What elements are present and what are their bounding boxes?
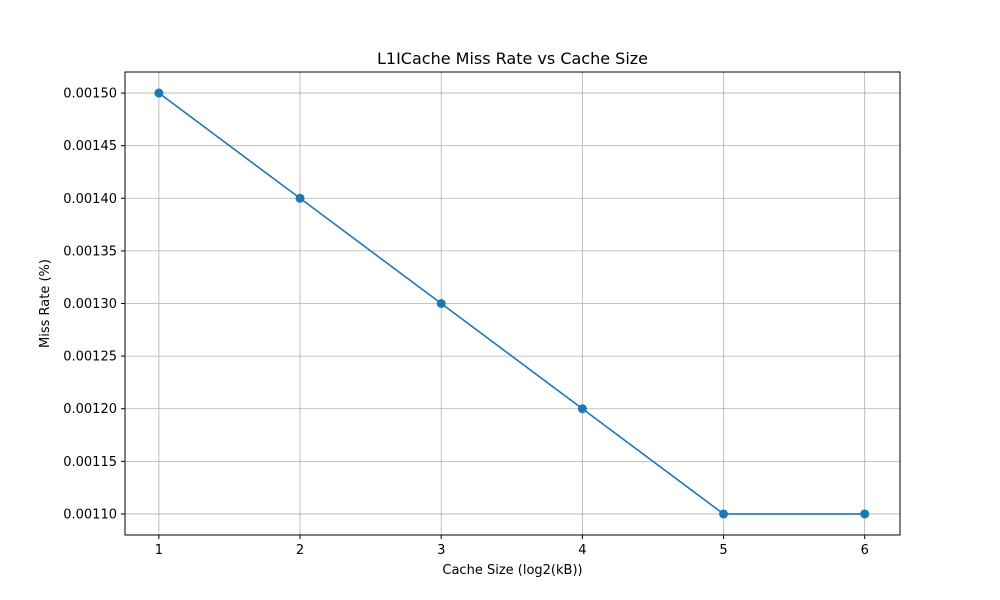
y-tick-label: 0.00130 <box>63 297 117 312</box>
y-axis-label: Miss Rate (%) <box>38 259 53 348</box>
y-tick-label: 0.00110 <box>63 507 117 522</box>
x-tick-label: 3 <box>437 543 445 558</box>
y-tick-label: 0.00150 <box>63 87 117 102</box>
x-tick-label: 6 <box>861 543 869 558</box>
y-tick-label: 0.00120 <box>63 402 117 417</box>
y-tick-label: 0.00140 <box>63 192 117 207</box>
chart-title: L1ICache Miss Rate vs Cache Size <box>377 49 648 68</box>
x-tick-label: 1 <box>155 543 163 558</box>
data-point <box>295 193 305 203</box>
x-tick-label: 4 <box>578 543 586 558</box>
grid <box>125 72 900 535</box>
data-point <box>860 509 870 519</box>
y-tick-label: 0.00145 <box>63 139 117 154</box>
x-axis-label: Cache Size (log2(kB)) <box>442 563 582 578</box>
x-tick-label: 2 <box>296 543 304 558</box>
data-point <box>577 404 587 414</box>
series-line <box>158 92 865 515</box>
y-tick-label: 0.00125 <box>63 350 117 365</box>
data-point <box>436 299 446 308</box>
data-point <box>719 509 729 519</box>
y-tick-label: 0.00135 <box>63 244 117 259</box>
series <box>154 88 870 519</box>
x-tick-label: 5 <box>719 543 727 558</box>
data-point <box>154 88 164 98</box>
y-tick-label: 0.00115 <box>63 455 117 470</box>
ticks: 1 2 3 4 5 6 0.00110 0.00115 0.00120 0.00125 0.0013… <box>63 87 869 558</box>
